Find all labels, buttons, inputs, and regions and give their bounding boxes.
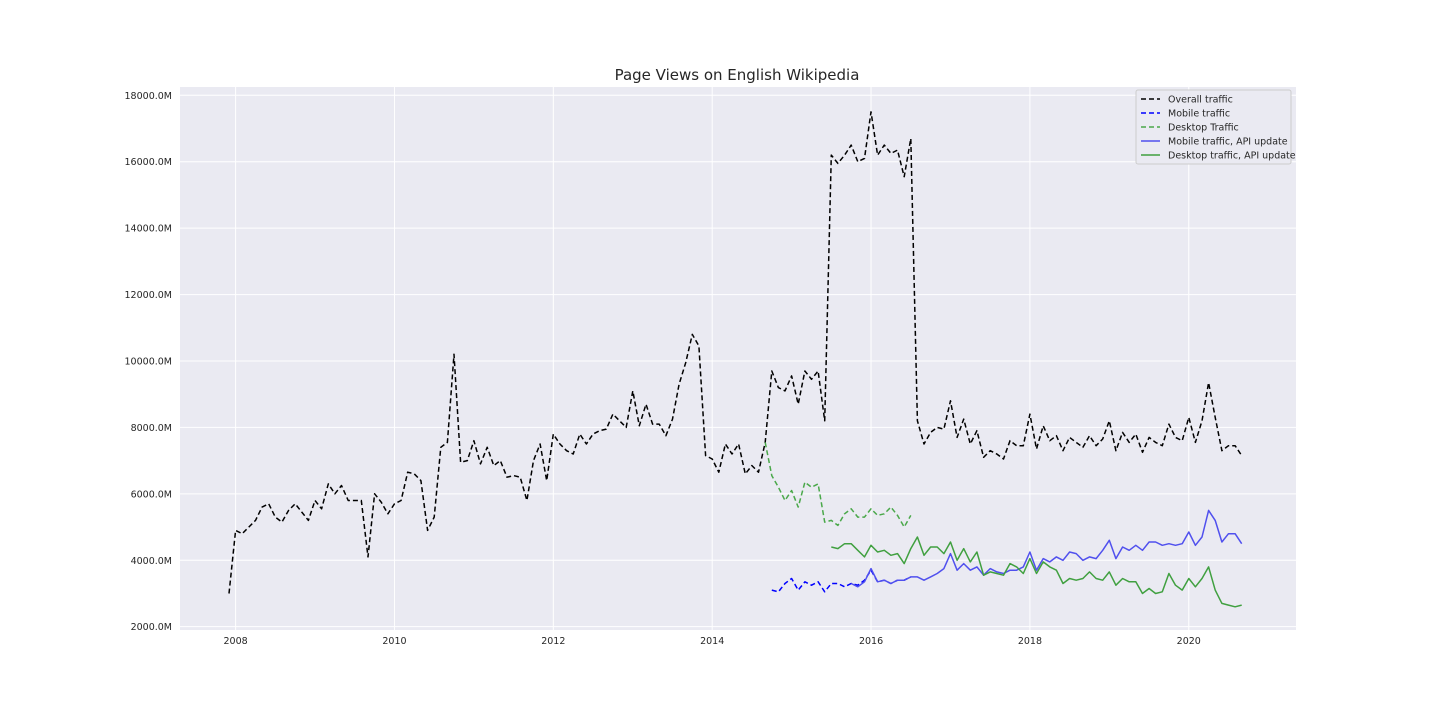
legend: Overall traffic Mobile traffic Desktop Tra…: [1135, 89, 1296, 165]
x-axis-tick-labels: 2008 2010 2012 2014 2016 2018 2020: [224, 636, 1201, 647]
chart-title: Page Views on English Wikipedia: [615, 66, 860, 84]
y-tick-label: 8000.0M: [131, 423, 172, 434]
y-tick-label: 14000.0M: [125, 224, 172, 235]
y-tick-label: 12000.0M: [125, 290, 172, 301]
y-tick-label: 16000.0M: [125, 157, 172, 168]
mobile-traffic-line: [771, 569, 912, 593]
series-lines: [228, 111, 1243, 608]
x-tick-label: 2016: [859, 636, 883, 647]
grid-lines: [180, 87, 1296, 630]
y-tick-label: 18000.0M: [125, 91, 172, 102]
y-axis-tick-labels: 2000.0M 4000.0M 6000.0M 8000.0M 10000.0M 1200…: [125, 91, 172, 633]
y-tick-label: 10000.0M: [125, 356, 172, 367]
x-tick-label: 2018: [1018, 636, 1042, 647]
x-tick-label: 2012: [541, 636, 565, 647]
legend-label: Desktop Traffic: [1168, 123, 1239, 134]
legend-label: Overall traffic: [1168, 95, 1233, 106]
x-tick-label: 2008: [224, 636, 248, 647]
y-tick-label: 6000.0M: [131, 489, 172, 500]
x-tick-label: 2010: [382, 636, 406, 647]
desktop-traffic-api-update-line: [831, 536, 1242, 608]
legend-label: Desktop traffic, API update: [1168, 151, 1296, 162]
overall-traffic-line: [228, 111, 1243, 594]
legend-box: [1135, 89, 1292, 165]
x-tick-label: 2020: [1177, 636, 1201, 647]
plot-area: [180, 87, 1296, 630]
legend-label: Mobile traffic: [1168, 109, 1230, 120]
y-tick-label: 4000.0M: [131, 556, 172, 567]
mobile-traffic-api-update-line: [850, 509, 1243, 588]
x-tick-label: 2014: [700, 636, 724, 647]
legend-label: Mobile traffic, API update: [1168, 137, 1288, 148]
desktop-traffic-line: [764, 442, 912, 528]
y-tick-label: 2000.0M: [131, 622, 172, 633]
